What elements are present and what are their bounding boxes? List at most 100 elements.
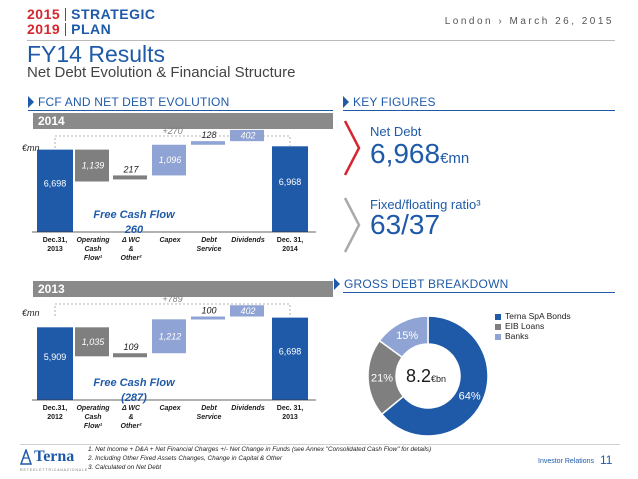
wf0-category-label-6: Dec. 31, 2014 xyxy=(277,237,304,253)
wf0-category-label-0: Dec.31, 2013 xyxy=(43,237,68,253)
net-debt-unit: €mn xyxy=(440,150,470,167)
footnote-1: 1. Net Income + D&A + Net Financial Char… xyxy=(88,446,432,453)
key-figures-section-title: KEY FIGURES xyxy=(353,95,436,109)
gross-debt-section-title: GROSS DEBT BREAKDOWN xyxy=(344,277,509,291)
event-location-date: London › March 26, 2015 xyxy=(444,16,614,27)
legend-item-eib: EIB Loans xyxy=(495,321,571,331)
terna-logo-mark-icon xyxy=(20,449,32,465)
wf1-category-label-5: Dividends xyxy=(231,405,265,412)
gross-debt-rule xyxy=(343,292,615,293)
wf0-bar-3 xyxy=(152,144,186,176)
unit-label-2014: €mn xyxy=(22,143,40,153)
wf1-value-label-6: 6,698 xyxy=(279,347,302,357)
legend-swatch-bonds xyxy=(495,313,501,320)
footnotes: 1. Net Income + D&A + Net Financial Char… xyxy=(88,445,528,472)
wf1-category-label-4: Debt Service xyxy=(197,405,222,421)
wf1-value-label-5: 402 xyxy=(240,306,255,316)
donut-center-value: 8.2€bn xyxy=(406,366,446,386)
waterfall-chart-2013: 5,909 1,035 109 1,212 100 402 6,698 +789 Free Ca… xyxy=(32,294,316,430)
fcf-net-debt-section-title: FCF AND NET DEBT EVOLUTION xyxy=(38,95,230,109)
wf1-bar-4 xyxy=(191,316,225,320)
year-bar-2013: 2013 xyxy=(33,281,333,297)
wf0-bracket xyxy=(54,135,291,148)
wf1-bar-5 xyxy=(230,305,264,317)
logo-word-strategic: STRATEGIC xyxy=(71,6,156,22)
gross-debt-donut-chart: 64% 21% 15% 8.2€bn xyxy=(367,315,489,437)
wf1-fcf-value: (287) xyxy=(121,392,147,404)
wf1-bracket-label: +789 xyxy=(162,294,182,304)
legend-label-bonds: Terna SpA Bonds xyxy=(505,311,571,321)
wf0-category-label-2: Δ WC & Other² xyxy=(121,237,143,262)
wf0-fcf-value: 260 xyxy=(124,224,144,236)
wf0-category-label-1: Operating Cash Flow¹ xyxy=(76,237,110,262)
page-title: FY14 Results xyxy=(27,41,166,67)
wf0-bar-0 xyxy=(37,149,73,232)
wf1-category-label-6: Dec. 31, 2013 xyxy=(277,405,304,421)
legend-swatch-eib xyxy=(495,323,501,330)
key-figures-marker xyxy=(343,96,349,108)
wf0-value-label-3: 1,096 xyxy=(159,155,182,165)
wf1-category-label-1: Operating Cash Flow¹ xyxy=(76,405,110,430)
wf1-bracket xyxy=(54,303,291,316)
page-subtitle: Net Debt Evolution & Financial Structure xyxy=(27,64,296,81)
wf1-bar-0 xyxy=(37,327,73,400)
wf0-bar-1 xyxy=(75,149,109,182)
net-debt-value: 6,968 xyxy=(370,138,441,169)
wf0-bar-4 xyxy=(191,141,225,145)
legend-label-banks: Banks xyxy=(505,331,529,341)
logo-word-plan: PLAN xyxy=(71,21,112,37)
legend-item-banks: Banks xyxy=(495,331,571,341)
donut-slice-label-0: 64% xyxy=(459,391,481,403)
wf1-category-label-3: Capex xyxy=(159,405,181,412)
wf0-value-label-5: 402 xyxy=(240,131,255,141)
wf0-category-label-4: Debt Service xyxy=(197,237,222,253)
logo-year-start: 2015 xyxy=(27,6,61,22)
wf0-value-label-1: 1,139 xyxy=(82,161,105,171)
wf1-category-label-0: Dec.31, 2012 xyxy=(43,405,68,421)
wf1-value-label-3: 1,212 xyxy=(159,331,182,341)
gross-debt-marker xyxy=(334,278,340,290)
key-figures-rule xyxy=(343,110,615,111)
wf1-bar-6 xyxy=(272,317,308,400)
terna-brand-name: Terna xyxy=(34,448,75,465)
donut-slice-label-2: 15% xyxy=(396,330,418,342)
wf1-value-label-4: 100 xyxy=(201,306,216,316)
ratio-chevron-icon xyxy=(343,197,361,253)
wf1-bar-3 xyxy=(152,319,186,354)
fixed-floating-ratio-value: 63/37 xyxy=(370,209,441,240)
footnote-3: 3. Calculated on Net Debt xyxy=(88,464,162,471)
page-number: 11 xyxy=(600,453,613,467)
wf0-bar-5 xyxy=(230,129,264,142)
donut-slice-2 xyxy=(378,315,429,359)
donut-center-unit: €bn xyxy=(431,374,446,384)
donut-slice-label-1: 21% xyxy=(371,372,393,384)
net-debt-chevron-icon xyxy=(343,120,361,176)
footnote-2: 2. Including Other Fixed Assets Changes,… xyxy=(88,455,283,462)
fixed-floating-ratio-label: Fixed/floating ratio³ xyxy=(370,197,481,212)
wf0-value-label-2: 217 xyxy=(122,164,139,174)
year-bar-2014: 2014 xyxy=(33,113,333,129)
legend-item-bonds: Terna SpA Bonds xyxy=(495,311,571,321)
waterfall-chart-2014: 6,698 1,139 217 1,096 128 402 6,968 +270 Free Ca… xyxy=(32,126,316,262)
wf1-value-label-2: 109 xyxy=(123,342,138,352)
donut-slice-0 xyxy=(380,315,489,437)
net-debt-figure: 6,968€mn xyxy=(370,138,469,170)
wf0-fcf-label: Free Cash Flow xyxy=(93,209,176,221)
wf1-bar-2 xyxy=(113,353,147,358)
net-debt-label: Net Debt xyxy=(370,124,422,139)
wf0-bar-2 xyxy=(113,175,147,180)
wf0-value-label-0: 6,698 xyxy=(44,179,67,189)
legend-label-eib: EIB Loans xyxy=(505,321,545,331)
wf1-bar-1 xyxy=(75,327,109,357)
wf1-value-label-0: 5,909 xyxy=(44,352,67,362)
strategic-plan-logo: 2015 STRATEGIC 2019 PLAN xyxy=(27,7,156,37)
wf0-category-label-3: Capex xyxy=(159,237,181,244)
wf0-bar-6 xyxy=(272,146,308,232)
logo-year-end: 2019 xyxy=(27,21,61,37)
wf1-value-label-1: 1,035 xyxy=(82,337,106,347)
wf0-value-label-6: 6,968 xyxy=(279,177,302,187)
footer-divider xyxy=(20,444,620,445)
terna-tagline: R E T E E L E T T R I C A N A Z I O N A … xyxy=(20,468,88,472)
wf1-fcf-label: Free Cash Flow xyxy=(93,377,176,389)
left-section-marker xyxy=(28,96,34,108)
